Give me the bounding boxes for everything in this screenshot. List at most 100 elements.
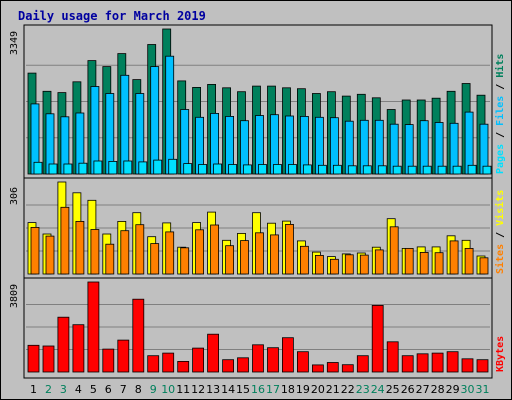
day-label-18: 18 — [281, 383, 295, 396]
bar-kbytes-day-4 — [72, 324, 85, 373]
bar-kbytes-day-26 — [401, 355, 414, 373]
bar-files-day-9 — [150, 66, 160, 175]
day-axis: 1 2 3 4 5 6 7 8 9 10 11 12 13 14 15 16 17 18 19 20 21 22 23 24 2… — [30, 383, 490, 396]
day-label-9: 9 — [150, 383, 157, 396]
bar-kbytes-day-23 — [356, 355, 369, 373]
day-label-20: 20 — [311, 383, 325, 396]
day-label-15: 15 — [236, 383, 250, 396]
panel-visits-sites: 306 Sites / Visits — [9, 177, 506, 281]
bar-sites-day-15 — [240, 240, 249, 275]
bar-files-day-10 — [165, 55, 175, 175]
day-label-6: 6 — [105, 383, 112, 396]
bar-sites-day-20 — [314, 254, 324, 275]
day-label-2: 2 — [45, 383, 52, 396]
bar-sites-day-5 — [90, 229, 100, 275]
day-label-4: 4 — [75, 383, 82, 396]
bar-kbytes-day-15 — [237, 357, 249, 373]
day-label-24: 24 — [371, 383, 385, 396]
bar-sites-day-6 — [105, 243, 115, 275]
bar-sites-day-23 — [359, 254, 369, 275]
bar-sites-day-28 — [434, 252, 444, 275]
legend-sites: Sites — [494, 244, 506, 274]
legend-hits-files-pages: Pages / Files / Hits — [494, 54, 506, 174]
bar-kbytes-day-17 — [267, 347, 279, 373]
bar-sites-day-30 — [464, 247, 474, 275]
day-label-30: 30 — [461, 383, 475, 396]
bar-pages-day-24 — [377, 165, 387, 175]
bar-kbytes-day-20 — [311, 364, 324, 373]
bar-kbytes-day-6 — [102, 348, 115, 373]
bar-pages-day-20 — [317, 164, 327, 175]
bar-pages-day-10 — [168, 158, 178, 175]
day-label-31: 31 — [476, 383, 490, 396]
day-label-28: 28 — [431, 383, 445, 396]
bar-pages-day-16 — [258, 164, 267, 175]
day-label-26: 26 — [401, 383, 415, 396]
bar-kbytes-day-16 — [252, 344, 264, 373]
bar-kbytes-day-14 — [222, 359, 235, 373]
bar-pages-day-4 — [78, 162, 88, 175]
bar-sites-day-9 — [150, 243, 160, 275]
bar-kbytes-day-9 — [147, 355, 160, 373]
bar-pages-day-11 — [183, 163, 193, 175]
day-label-3: 3 — [60, 383, 67, 396]
day-label-27: 27 — [416, 383, 430, 396]
legend-separator: / — [495, 126, 506, 144]
legend-separator: / — [495, 78, 506, 96]
legend-hits: Hits — [494, 54, 506, 78]
bar-kbytes-day-21 — [326, 362, 339, 373]
bar-pages-day-9 — [153, 159, 163, 175]
bar-kbytes-day-10 — [162, 352, 175, 373]
bar-sites-day-10 — [165, 231, 175, 275]
legend-kbytes: KBytes — [495, 336, 506, 372]
bar-pages-day-31 — [482, 165, 492, 175]
bar-pages-day-5 — [93, 160, 103, 175]
y-max-label: 306 — [9, 187, 20, 205]
bar-kbytes-day-11 — [177, 360, 190, 373]
bar-kbytes-day-8 — [132, 298, 145, 373]
bar-kbytes-day-28 — [431, 352, 444, 373]
bar-pages-day-8 — [138, 161, 148, 175]
bar-pages-day-28 — [437, 165, 447, 175]
bar-sites-day-29 — [449, 240, 459, 275]
bar-kbytes-day-18 — [281, 337, 294, 373]
bar-kbytes-day-31 — [476, 359, 489, 373]
bar-pages-day-7 — [123, 160, 133, 175]
bar-sites-day-19 — [299, 245, 309, 275]
bar-sites-day-18 — [285, 223, 294, 275]
bar-pages-day-21 — [332, 164, 342, 175]
day-label-7: 7 — [120, 383, 127, 396]
bar-pages-day-3 — [63, 163, 73, 175]
panel-kbytes: 3809 KBytes — [9, 277, 506, 379]
bar-pages-day-6 — [108, 160, 118, 175]
day-label-25: 25 — [386, 383, 400, 396]
day-label-14: 14 — [221, 383, 235, 396]
bar-sites-day-2 — [45, 235, 55, 275]
day-label-16: 16 — [251, 383, 265, 396]
chart-title: Daily usage for March 2019 — [18, 9, 206, 23]
bar-sites-day-14 — [225, 245, 235, 275]
bar-pages-day-23 — [362, 165, 372, 175]
bar-kbytes-day-30 — [461, 358, 474, 373]
legend-kbytes: KBytes — [495, 336, 506, 372]
bar-files-day-7 — [120, 74, 130, 175]
bar-kbytes-day-24 — [371, 304, 384, 373]
day-label-8: 8 — [135, 383, 142, 396]
bar-pages-day-12 — [198, 164, 208, 175]
bar-pages-day-26 — [407, 165, 417, 175]
bar-pages-day-30 — [467, 164, 477, 175]
bar-kbytes-day-1 — [27, 344, 40, 373]
bar-sites-day-1 — [30, 226, 40, 275]
bar-sites-day-16 — [255, 232, 264, 275]
legend-separator: / — [495, 226, 506, 244]
legend-visits-sites: Sites / Visits — [494, 190, 506, 274]
bar-files-day-30 — [464, 111, 474, 175]
bar-kbytes-day-7 — [117, 339, 130, 373]
day-label-22: 22 — [341, 383, 355, 396]
bar-pages-day-27 — [422, 165, 432, 175]
bar-kbytes-day-12 — [192, 347, 205, 373]
bar-sites-day-21 — [329, 258, 339, 275]
legend-files: Files — [494, 96, 506, 126]
day-label-13: 13 — [206, 383, 220, 396]
